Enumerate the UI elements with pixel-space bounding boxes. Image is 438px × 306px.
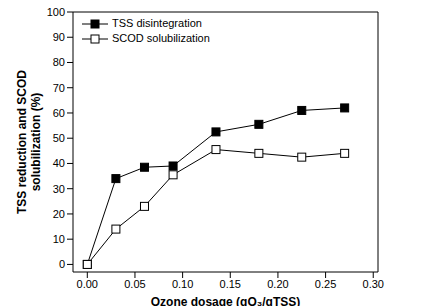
- svg-text:Ozone dosage (gO₃/gTSS): Ozone dosage (gO₃/gTSS): [151, 295, 301, 306]
- svg-text:60: 60: [53, 107, 65, 119]
- svg-text:0.30: 0.30: [363, 278, 384, 290]
- svg-text:70: 70: [53, 82, 65, 94]
- svg-text:0.25: 0.25: [315, 278, 336, 290]
- svg-text:20: 20: [53, 208, 65, 220]
- svg-text:0: 0: [59, 258, 65, 270]
- svg-text:50: 50: [53, 132, 65, 144]
- svg-text:100: 100: [47, 8, 65, 18]
- svg-text:TSS reduction and SCODsolubili: TSS reduction and SCODsolubilization (%): [15, 70, 43, 214]
- svg-text:0.00: 0.00: [77, 278, 98, 290]
- svg-text:0.15: 0.15: [220, 278, 241, 290]
- svg-text:0.05: 0.05: [124, 278, 145, 290]
- svg-text:0.10: 0.10: [172, 278, 193, 290]
- svg-text:10: 10: [53, 233, 65, 245]
- svg-text:90: 90: [53, 31, 65, 43]
- svg-text:0.20: 0.20: [267, 278, 288, 290]
- svg-text:40: 40: [53, 157, 65, 169]
- html-text:TSS disintegration: TSS disintegration: [112, 17, 202, 29]
- svg-text:30: 30: [53, 183, 65, 195]
- svg-text:80: 80: [53, 56, 65, 68]
- html-text:SCOD solubilization: SCOD solubilization: [112, 32, 210, 44]
